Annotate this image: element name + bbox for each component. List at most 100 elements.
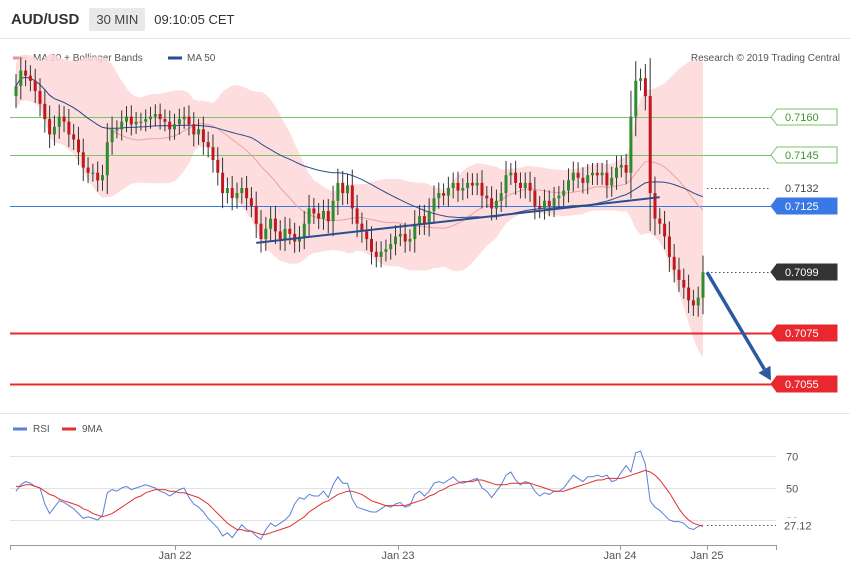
candle-body [379, 251, 383, 257]
candle [499, 181, 503, 212]
candle-body [245, 188, 249, 199]
candle [192, 112, 196, 147]
candle [182, 106, 186, 129]
candle [355, 194, 359, 238]
candle-body [201, 129, 205, 143]
candle-body [43, 103, 47, 120]
candle-body [418, 216, 422, 224]
candle [158, 103, 162, 130]
candle-body [312, 208, 316, 214]
candle [120, 110, 124, 141]
candle-body [682, 279, 686, 288]
bollinger-fill [16, 53, 703, 358]
candle [624, 153, 628, 184]
candle-body [149, 116, 152, 120]
candle-body [475, 182, 479, 186]
candle [254, 191, 258, 239]
candle [187, 105, 191, 136]
candle [52, 115, 56, 146]
candle [677, 257, 681, 292]
candle [595, 162, 599, 185]
candle-body [687, 287, 691, 301]
candle [389, 233, 393, 260]
candle [149, 106, 152, 129]
candle-body [28, 75, 32, 81]
candle-body [643, 78, 647, 97]
timestamp-label: 09:10:05 CET [154, 11, 235, 27]
candle [249, 186, 253, 218]
candle-body [14, 85, 18, 97]
candle-body [691, 300, 695, 306]
candle-body [494, 200, 498, 209]
candle-body [77, 139, 80, 153]
candle [567, 168, 570, 203]
candle [653, 176, 657, 236]
candle [19, 57, 23, 100]
candle [663, 210, 667, 250]
candle [696, 286, 700, 317]
candle-body [129, 116, 133, 125]
candle-body [451, 182, 455, 188]
candle-body [350, 185, 354, 209]
candle [442, 183, 446, 206]
candle-body [182, 116, 186, 120]
candle [77, 126, 80, 166]
candle-body [225, 188, 229, 194]
candle [523, 172, 527, 199]
candle [634, 61, 638, 137]
candle-body [283, 228, 287, 239]
candle-body [567, 180, 570, 191]
candle [461, 178, 465, 201]
timeframe-button[interactable]: 30 MIN [89, 7, 146, 31]
candle-body [370, 239, 373, 252]
candle [600, 162, 604, 185]
bollinger-band [16, 53, 703, 358]
candle-body [206, 142, 210, 148]
candle-body [110, 129, 114, 143]
candle [509, 162, 513, 185]
candle-body [57, 116, 61, 127]
candle-body [173, 124, 176, 130]
candle-body [365, 231, 369, 240]
candle-body [168, 121, 172, 130]
candle-body [331, 200, 335, 222]
candle-body [336, 182, 340, 201]
candle-body [490, 198, 494, 209]
x-tick-label: Jan 22 [158, 550, 191, 562]
candle [24, 60, 28, 87]
candle [14, 73, 18, 109]
candle [504, 160, 508, 208]
candle-body [466, 182, 470, 188]
candle-body [192, 124, 196, 135]
candle-body [125, 116, 128, 122]
candle [81, 138, 85, 182]
level-label-box [770, 324, 838, 342]
candle [485, 185, 489, 208]
candle [163, 109, 167, 132]
candle [398, 224, 402, 247]
candle-body [163, 119, 167, 122]
candle [451, 172, 455, 199]
candle [221, 157, 225, 209]
candle [667, 221, 671, 272]
candle-body [24, 70, 28, 76]
candle [581, 167, 585, 194]
candle-body [33, 80, 37, 91]
trend-line [256, 196, 660, 244]
candle [413, 210, 417, 253]
candle [173, 113, 176, 140]
candle-body [394, 236, 397, 245]
level-label-0-7125: 0.7125 [785, 201, 819, 213]
candle-body [639, 78, 643, 81]
forecast-arrow-head [758, 365, 771, 381]
candle-body [446, 188, 450, 196]
candle-body [187, 116, 191, 125]
ma9-legend-label: 9MA [82, 424, 103, 435]
level-label-box [770, 375, 838, 393]
candle [519, 172, 522, 199]
candle-body [360, 223, 364, 232]
rsi-value-box [779, 517, 823, 533]
candle-body [177, 119, 181, 125]
candle [480, 170, 484, 209]
candle-body [408, 239, 412, 242]
